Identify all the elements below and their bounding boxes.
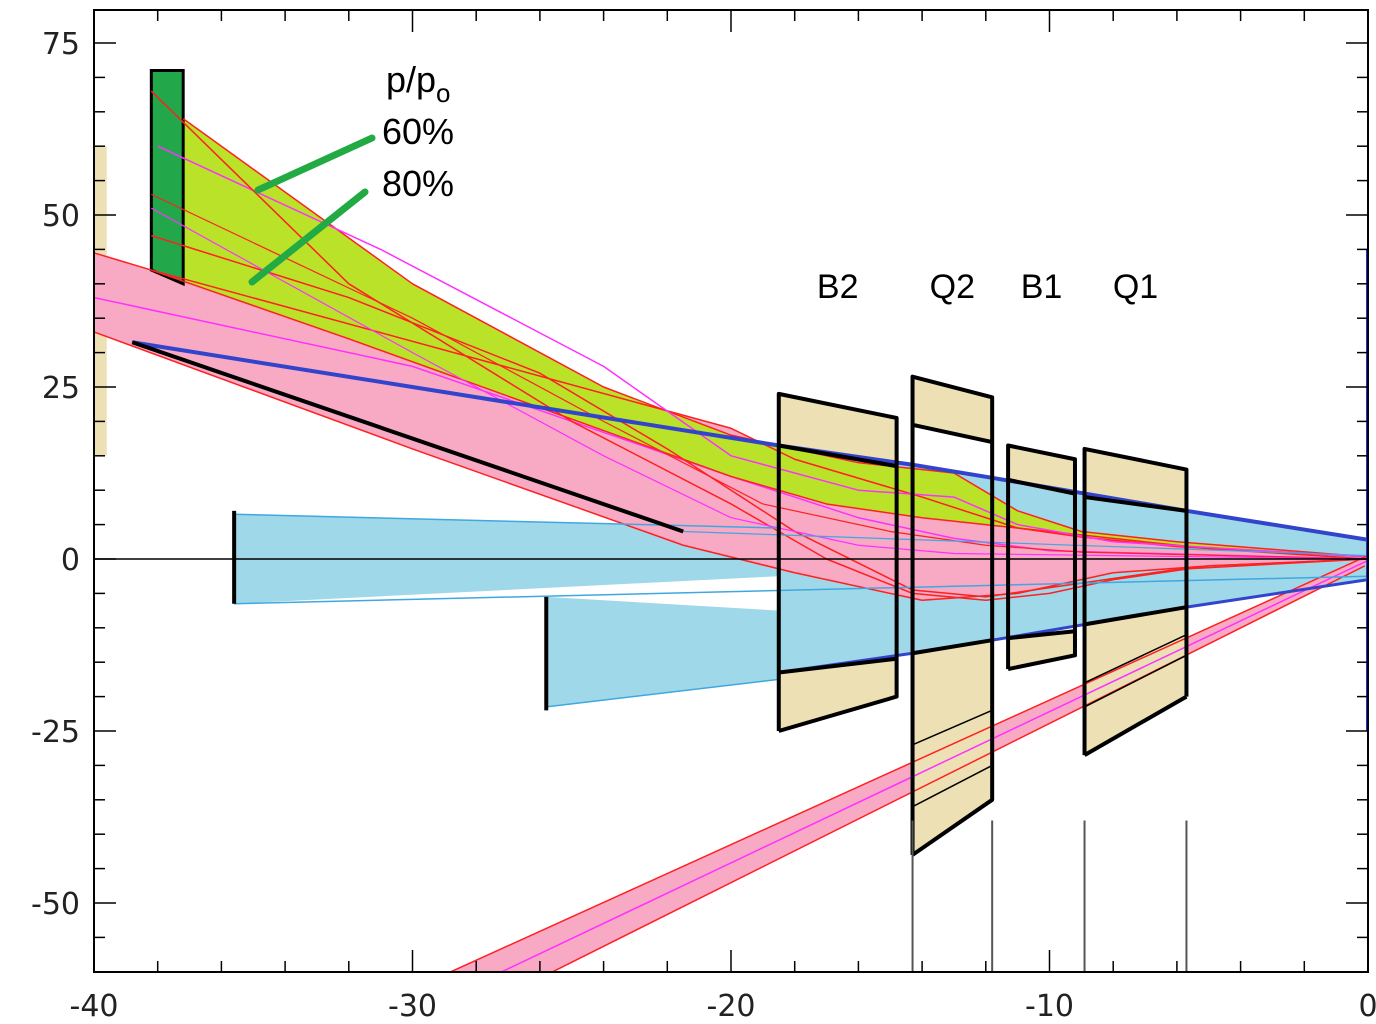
element-b2-inner-top	[778, 443, 897, 469]
aperture-region-lower	[546, 596, 779, 707]
aperture-lower-bottom	[546, 678, 779, 708]
element-q2-thin-1	[912, 709, 993, 746]
envelope-edge-bottom	[94, 331, 1368, 602]
aperture-upstream-bottom	[234, 575, 1368, 605]
element-q1-thin-1	[1084, 634, 1187, 684]
plot-frame	[93, 9, 1369, 973]
line-layer	[94, 90, 1368, 972]
element-q1-thin-2	[1084, 654, 1187, 708]
off-momentum-edge-bottom	[151, 269, 1368, 558]
x-tick-label: -10	[1025, 989, 1074, 1024]
element-b1-lower-body	[1008, 631, 1075, 670]
x-tick-label: -30	[388, 989, 437, 1024]
legend-pointer-60	[254, 134, 376, 194]
lower-envelope-edge-bottom	[552, 565, 1366, 972]
element-q2-lower-body	[912, 640, 993, 855]
beam-envelope-upper	[94, 252, 1368, 601]
legend-pointer-80	[248, 188, 369, 286]
element-b2-lower-body	[778, 658, 897, 731]
off-momentum-band	[151, 118, 1368, 557]
legend-entry: 80%	[382, 163, 454, 204]
element-q2-inner-top	[912, 422, 993, 444]
element-label-q1: Q1	[1113, 268, 1158, 306]
y-tick-label: 25	[42, 371, 80, 406]
y-tick-label: -50	[31, 887, 80, 922]
element-q1-inner-top	[1084, 495, 1187, 513]
aperture-axis-ray	[683, 530, 1368, 557]
element-label-b2: B2	[817, 268, 859, 306]
aperture-limit-black	[131, 340, 684, 534]
envelope-centroid	[94, 296, 1368, 560]
lower-envelope-edge-top	[450, 554, 1368, 972]
element-q1-outline	[1082, 446, 1189, 756]
x-tick-label: -40	[70, 989, 119, 1024]
off-momentum-centroid	[157, 145, 1368, 558]
element-b2-outline	[776, 391, 899, 733]
aperture-limit-upper	[131, 340, 1368, 542]
element-q2-outline	[910, 374, 995, 857]
legend-title-subscript: o	[436, 78, 450, 108]
element-q1-inner-bottom	[1084, 605, 1187, 627]
aperture-upstream-top	[234, 513, 779, 529]
element-label-q2: Q2	[930, 268, 975, 306]
crossing-centroid	[151, 207, 1368, 560]
element-b1-inner-bottom	[1007, 629, 1076, 641]
y-tick-label: 75	[42, 27, 80, 62]
legend-title: p/po	[386, 59, 451, 108]
element-q2-thin-2	[912, 764, 993, 808]
absorber-block	[149, 69, 185, 287]
y-tick-label: 0	[61, 543, 80, 578]
x-tick-label: -20	[707, 989, 756, 1024]
element-q1-bottom-edge	[1083, 694, 1188, 757]
y-tick-label: 50	[42, 199, 80, 234]
crossing-trajectory-3	[151, 193, 1368, 560]
legend-entry: 60%	[382, 111, 454, 152]
element-b1-outline	[1006, 443, 1077, 672]
label-layer: -40 -30 -20 -10 0 75 50 25 0 -25 -50 B2 Q2 B1 Q1 p/po60…	[31, 27, 1376, 1024]
element-b2-inner-bottom	[778, 656, 897, 675]
element-label-b1: B1	[1021, 268, 1063, 306]
off-momentum-edge-top	[182, 118, 1368, 558]
x-tick-label: 0	[1358, 989, 1376, 1024]
element-q2-inner-bottom	[912, 638, 993, 656]
element-b1-inner-top	[1007, 477, 1076, 496]
lower-envelope-centroid	[501, 559, 1368, 972]
y-tick-label: -25	[31, 715, 80, 750]
